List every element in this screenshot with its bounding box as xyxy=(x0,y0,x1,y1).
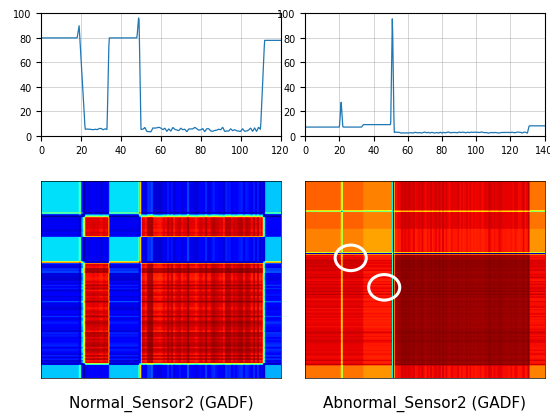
Text: Abnormal_Sensor2 (GADF): Abnormal_Sensor2 (GADF) xyxy=(323,395,526,411)
Text: Normal_Sensor2 (GADF): Normal_Sensor2 (GADF) xyxy=(69,395,253,411)
